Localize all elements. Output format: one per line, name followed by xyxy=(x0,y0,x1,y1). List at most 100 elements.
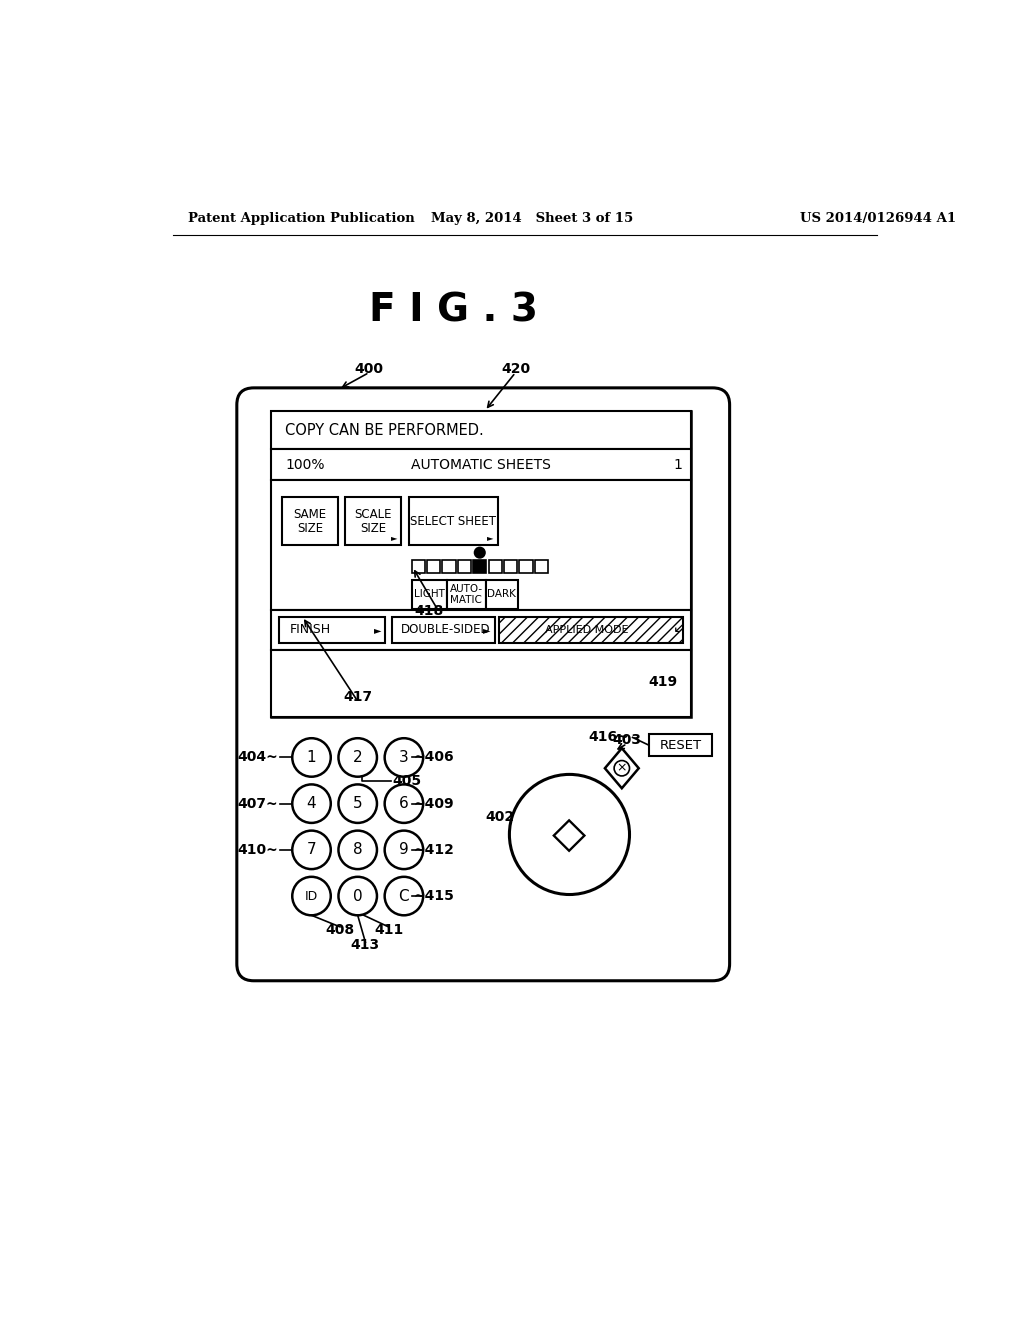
Text: ↙: ↙ xyxy=(673,620,685,635)
Text: 420: 420 xyxy=(501,362,530,376)
Bar xyxy=(271,480,691,610)
Text: 5: 5 xyxy=(353,796,362,812)
Text: ►: ► xyxy=(374,624,382,635)
Text: ►: ► xyxy=(390,533,397,541)
Bar xyxy=(649,734,712,756)
Text: SELECT SHEET: SELECT SHEET xyxy=(411,515,497,528)
Circle shape xyxy=(292,784,331,822)
Text: AUTO-: AUTO- xyxy=(450,583,483,594)
Text: 411: 411 xyxy=(374,923,403,937)
Bar xyxy=(412,560,425,573)
Circle shape xyxy=(339,830,377,869)
Text: US 2014/0126944 A1: US 2014/0126944 A1 xyxy=(801,213,956,224)
Text: FINISH: FINISH xyxy=(290,623,331,636)
Text: ◇: ◇ xyxy=(552,813,587,855)
Text: 7: 7 xyxy=(307,842,316,858)
Bar xyxy=(519,560,532,573)
Text: ~409: ~409 xyxy=(414,797,455,810)
Text: F I G . 3: F I G . 3 xyxy=(370,292,539,330)
Circle shape xyxy=(385,876,423,915)
Text: ×: × xyxy=(616,762,627,775)
Text: DARK: DARK xyxy=(487,589,516,599)
Text: 8: 8 xyxy=(353,842,362,858)
Text: 6: 6 xyxy=(399,796,409,812)
Text: 407~: 407~ xyxy=(238,797,279,810)
Text: 404~: 404~ xyxy=(238,751,279,764)
Bar xyxy=(409,498,498,545)
Text: 403: 403 xyxy=(612,733,642,747)
Bar xyxy=(500,616,683,643)
Text: May 8, 2014   Sheet 3 of 15: May 8, 2014 Sheet 3 of 15 xyxy=(431,213,633,224)
Bar xyxy=(271,649,691,718)
Text: 9: 9 xyxy=(399,842,409,858)
Bar xyxy=(412,579,447,609)
Bar xyxy=(283,498,338,545)
Text: SCALE: SCALE xyxy=(354,508,392,520)
Polygon shape xyxy=(605,748,639,788)
Bar xyxy=(488,560,502,573)
Circle shape xyxy=(385,738,423,776)
Text: 416~: 416~ xyxy=(589,730,630,744)
Bar xyxy=(271,449,691,480)
Text: COPY CAN BE PERFORMED.: COPY CAN BE PERFORMED. xyxy=(286,422,484,438)
Text: 0: 0 xyxy=(353,888,362,904)
Text: 1: 1 xyxy=(307,750,316,766)
Text: 402: 402 xyxy=(485,809,515,824)
Bar xyxy=(271,610,691,649)
Circle shape xyxy=(292,830,331,869)
Text: 1: 1 xyxy=(673,458,682,471)
Text: SIZE: SIZE xyxy=(360,521,386,535)
Bar xyxy=(442,560,456,573)
Circle shape xyxy=(385,784,423,822)
Text: RESET: RESET xyxy=(659,739,701,751)
Text: DOUBLE-SIDED: DOUBLE-SIDED xyxy=(400,623,490,636)
Text: 417: 417 xyxy=(343,690,373,705)
Circle shape xyxy=(339,738,377,776)
Text: ►: ► xyxy=(486,533,494,541)
Text: AUTOMATIC SHEETS: AUTOMATIC SHEETS xyxy=(412,458,551,471)
Bar xyxy=(485,579,518,609)
Bar xyxy=(427,560,440,573)
Bar xyxy=(271,411,691,718)
Bar xyxy=(535,560,548,573)
Text: 419: 419 xyxy=(648,675,677,689)
Bar xyxy=(280,616,385,643)
Text: 4: 4 xyxy=(307,796,316,812)
Text: Patent Application Publication: Patent Application Publication xyxy=(188,213,415,224)
Text: 410~: 410~ xyxy=(238,843,279,857)
Bar xyxy=(473,560,486,573)
Bar xyxy=(345,498,400,545)
Circle shape xyxy=(385,830,423,869)
Bar xyxy=(271,411,691,449)
Circle shape xyxy=(339,876,377,915)
FancyBboxPatch shape xyxy=(237,388,730,981)
Circle shape xyxy=(475,548,484,557)
Text: C: C xyxy=(398,888,410,904)
Bar xyxy=(391,616,495,643)
Text: ID: ID xyxy=(305,890,318,903)
Circle shape xyxy=(292,738,331,776)
Text: 100%: 100% xyxy=(286,458,325,471)
Text: 418: 418 xyxy=(415,605,444,618)
Text: MATIC: MATIC xyxy=(451,594,482,605)
Text: LIGHT: LIGHT xyxy=(414,589,444,599)
Text: SAME: SAME xyxy=(294,508,327,520)
Text: 2: 2 xyxy=(353,750,362,766)
Text: SIZE: SIZE xyxy=(297,521,323,535)
Circle shape xyxy=(292,876,331,915)
Text: ~406: ~406 xyxy=(414,751,455,764)
Text: ►: ► xyxy=(483,624,490,635)
Circle shape xyxy=(614,760,630,776)
Text: ~412: ~412 xyxy=(414,843,455,857)
Circle shape xyxy=(509,775,630,895)
Text: APPLIED MODE: APPLIED MODE xyxy=(545,624,629,635)
Bar xyxy=(458,560,471,573)
Circle shape xyxy=(339,784,377,822)
Bar xyxy=(447,579,485,609)
Text: 413: 413 xyxy=(351,939,380,952)
Bar xyxy=(504,560,517,573)
Text: 400: 400 xyxy=(354,362,384,376)
Text: ~415: ~415 xyxy=(414,890,455,903)
Text: 3: 3 xyxy=(399,750,409,766)
Text: 405: 405 xyxy=(392,774,422,788)
